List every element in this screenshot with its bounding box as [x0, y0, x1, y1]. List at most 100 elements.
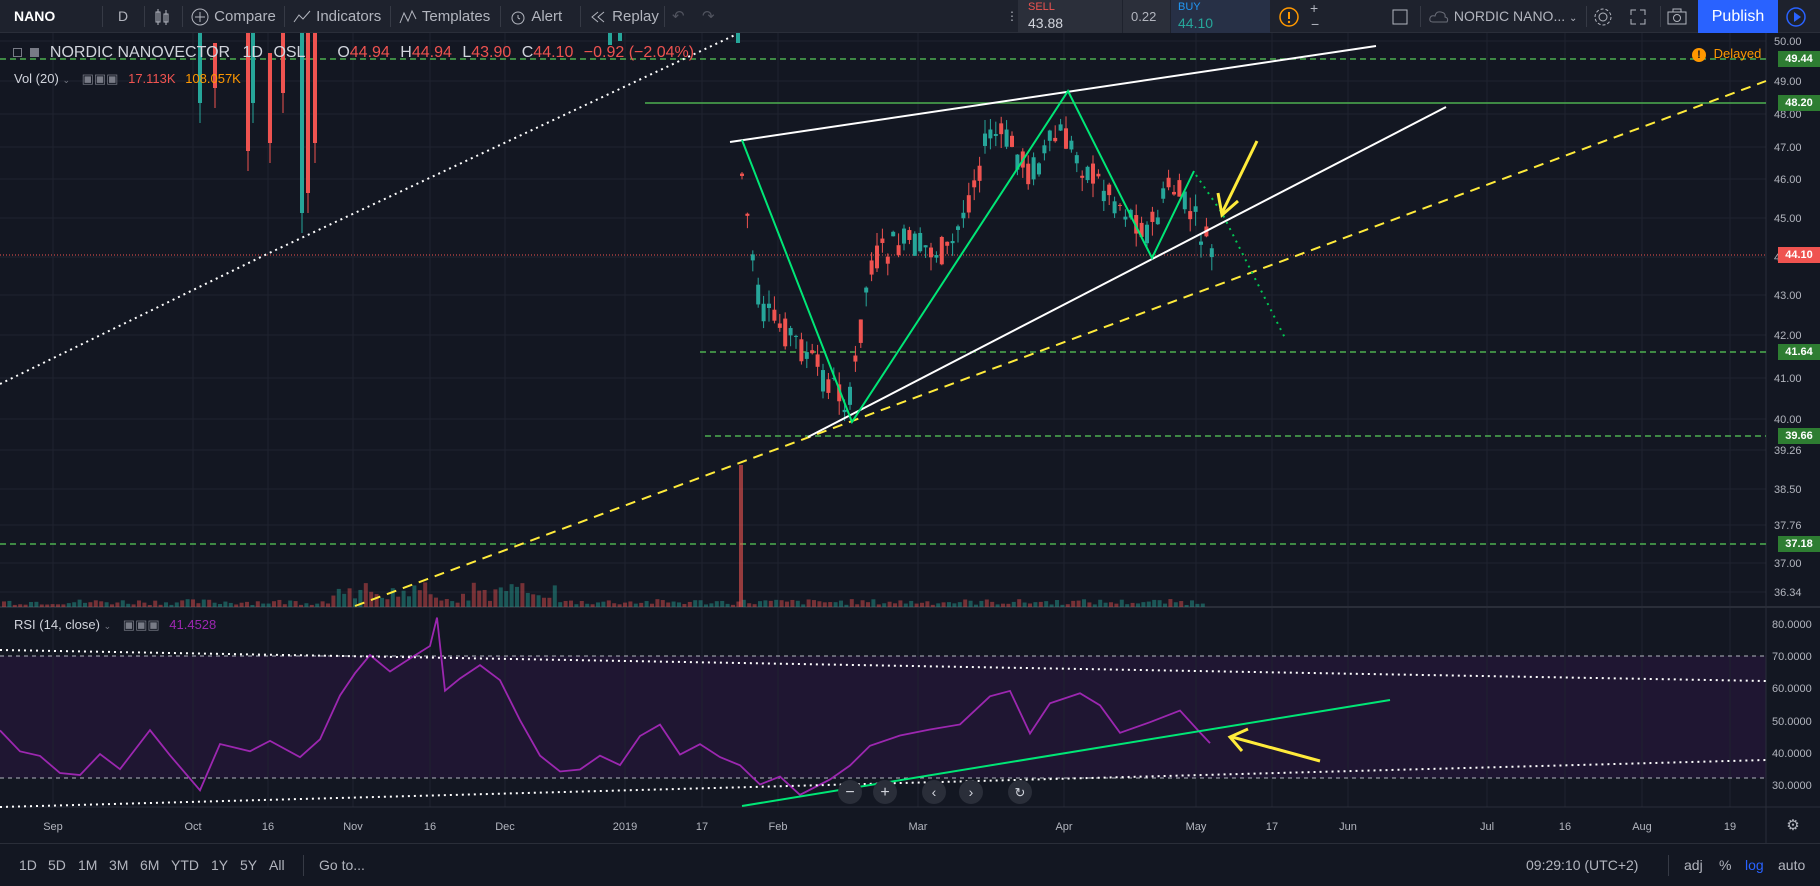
clock[interactable]: 09:29:10 (UTC+2) [1526, 857, 1639, 873]
volume-bar [93, 600, 98, 607]
price-axis-label: 36.34 [1774, 587, 1802, 599]
volume-legend: Vol (20) ⌄ ▣▣▣ 17.113K 108.057K [14, 71, 241, 87]
candle-body [213, 43, 217, 88]
volume-bar [396, 596, 401, 607]
range-5d[interactable]: 5D [48, 857, 66, 873]
legend-buttons-icon[interactable]: ▣▣▣ [122, 617, 160, 632]
chart-nav-controls[interactable]: − + ‹ › ↻ [838, 780, 1032, 804]
level-lines[interactable] [0, 58, 1766, 545]
volume-bar [1071, 600, 1076, 607]
range-1y[interactable]: 1Y [211, 857, 229, 873]
candle-body [885, 256, 890, 264]
delayed-badge[interactable]: ! Delayed [1692, 46, 1761, 62]
volume-bar [234, 604, 239, 607]
range-1m[interactable]: 1M [78, 857, 98, 873]
volume-bar [957, 602, 962, 607]
candle-body [756, 284, 761, 305]
fullscreen-button[interactable] [1628, 0, 1648, 33]
range-1d[interactable]: 1D [19, 857, 37, 873]
snapshot-button[interactable] [1666, 0, 1688, 33]
hide-icon[interactable] [30, 48, 40, 57]
legend-buttons-icon[interactable]: ▣▣▣ [81, 71, 119, 86]
indicators-label: Indicators [316, 8, 382, 25]
candle-body [281, 33, 285, 93]
publish-button[interactable]: Publish [1698, 0, 1778, 33]
symbol-search-dropdown[interactable]: NORDIC NANO... ⌄ [1428, 0, 1577, 33]
compare-button[interactable]: Compare [190, 0, 276, 33]
info-button[interactable] [1278, 0, 1300, 33]
interval-button[interactable]: D [118, 8, 129, 24]
templates-label: Templates [421, 8, 491, 25]
volume-bar [752, 604, 757, 607]
auto-toggle[interactable]: auto [1778, 857, 1806, 873]
green-zigzag [741, 88, 1195, 425]
volume-bar [482, 589, 487, 607]
price-axis-label: 40.00 [1774, 414, 1802, 426]
chart-type-button[interactable] [152, 0, 172, 33]
settings-button[interactable] [1592, 0, 1614, 33]
zoom-out-button[interactable]: − [1311, 16, 1320, 32]
candle-body [246, 33, 250, 151]
volume-label[interactable]: Vol (20) [14, 71, 59, 86]
chart-canvas[interactable]: − + ‹ › ↻ 50.00 49.00 48.00 47.00 46.00 45.00… [0, 33, 1820, 843]
candle-body [956, 226, 960, 230]
rsi-axis[interactable]: 80.0000 70.0000 60.0000 50.0000 40.0000 30.00… [1772, 619, 1812, 792]
chevron-down-icon[interactable]: ⌄ [103, 621, 112, 631]
sell-button[interactable]: SELL 43.88 [1018, 0, 1122, 33]
divider [500, 6, 501, 27]
zoom-in-button[interactable]: + [1310, 0, 1319, 16]
price-axis[interactable]: 50.0049.0048.0047.0046.0045.0044.0043.00… [1774, 36, 1802, 599]
divider [303, 855, 304, 876]
collapse-icon[interactable] [13, 48, 22, 57]
buy-price: 44.10 [1178, 15, 1214, 31]
volume-bar [142, 602, 147, 607]
volume-bar [644, 601, 649, 607]
spread-box: 0.22 [1122, 0, 1170, 33]
play-circle-icon [1786, 7, 1806, 27]
drawings[interactable] [0, 34, 1767, 763]
candle-body [1139, 222, 1144, 237]
volume-bar [979, 600, 984, 607]
symbol-button[interactable]: NANO [14, 8, 56, 24]
gear-icon [1594, 8, 1612, 26]
indicators-button[interactable]: Indicators [292, 0, 381, 33]
candle-body [842, 409, 847, 413]
range-6m[interactable]: 6M [140, 857, 160, 873]
replay-button[interactable]: Replay [588, 0, 659, 33]
alert-button[interactable]: Alert [508, 0, 562, 33]
divider [664, 6, 665, 27]
volume-bar [1152, 599, 1157, 607]
undo-button[interactable]: ↶ [672, 8, 685, 25]
stream-button[interactable] [1785, 0, 1807, 33]
goto-button[interactable]: Go to... [319, 857, 365, 873]
templates-button[interactable]: Templates [398, 0, 490, 33]
volume-bar [1038, 601, 1043, 607]
volume-bar [477, 590, 482, 607]
percent-toggle[interactable]: % [1719, 857, 1732, 873]
time-axis-label: Mar [909, 821, 928, 833]
volume-bar [525, 592, 530, 607]
reset-icon: ↻ [1015, 785, 1026, 800]
range-ytd[interactable]: YTD [171, 857, 199, 873]
range-all[interactable]: All [269, 857, 285, 873]
axis-settings[interactable]: ⚙ [1786, 816, 1799, 834]
time-axis[interactable]: Sep Oct 16 Nov 16 Dec 2019 17 Feb Mar Apr May 17 Jun J… [43, 821, 1736, 833]
close-value: 44.10 [533, 44, 574, 61]
range-5y[interactable]: 5Y [240, 857, 258, 873]
cloud-icon [1429, 11, 1449, 23]
candle-body [912, 233, 917, 256]
range-3m[interactable]: 3M [109, 857, 129, 873]
chevron-down-icon[interactable]: ⌄ [62, 75, 70, 85]
adj-toggle[interactable]: adj [1684, 857, 1703, 873]
candle-body [1172, 191, 1176, 195]
volume-bar [380, 597, 384, 607]
redo-button[interactable]: ↷ [702, 8, 715, 25]
candle-body [1010, 135, 1014, 147]
rsi-label[interactable]: RSI (14, close) [14, 617, 100, 632]
log-toggle[interactable]: log [1745, 857, 1764, 873]
candle-body [1042, 145, 1047, 154]
minus-icon: − [845, 784, 854, 801]
fullscreen-toggle[interactable] [1390, 0, 1410, 33]
buy-button[interactable]: BUY 44.10 [1170, 0, 1270, 33]
volume-bar [1001, 603, 1005, 607]
